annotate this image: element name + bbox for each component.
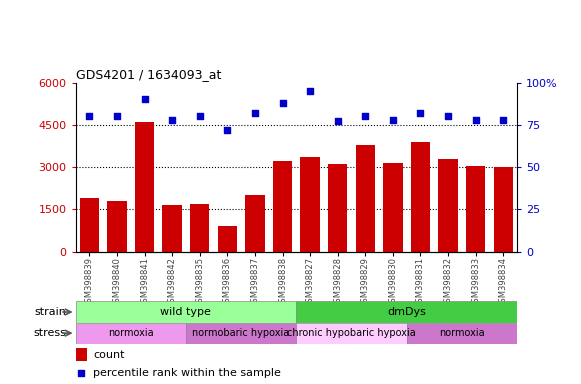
Bar — [273, 161, 292, 252]
Text: percentile rank within the sample: percentile rank within the sample — [93, 368, 281, 378]
Text: count: count — [93, 349, 125, 359]
Bar — [218, 226, 237, 252]
Point — [498, 117, 508, 123]
Point — [85, 113, 94, 119]
Bar — [300, 157, 320, 252]
Bar — [328, 164, 347, 252]
Bar — [190, 204, 209, 252]
Text: stress: stress — [34, 328, 67, 338]
Bar — [356, 144, 375, 252]
Point — [140, 96, 149, 103]
Text: dmDys: dmDys — [388, 307, 426, 317]
Point — [388, 117, 397, 123]
Point — [195, 113, 205, 119]
Bar — [439, 159, 458, 252]
Point — [223, 127, 232, 133]
Point — [443, 113, 453, 119]
Bar — [107, 201, 127, 252]
Text: strain: strain — [35, 307, 67, 317]
Bar — [466, 166, 485, 252]
Bar — [383, 163, 403, 252]
Point — [112, 113, 121, 119]
Bar — [135, 122, 154, 252]
Bar — [186, 323, 296, 344]
Bar — [407, 323, 517, 344]
Point — [167, 117, 177, 123]
Bar — [296, 323, 407, 344]
Text: normoxia: normoxia — [439, 328, 485, 338]
Bar — [411, 142, 430, 252]
Text: normoxia: normoxia — [108, 328, 153, 338]
Point — [278, 100, 287, 106]
Bar — [76, 323, 186, 344]
Text: chronic hypobaric hypoxia: chronic hypobaric hypoxia — [287, 328, 416, 338]
Point — [471, 117, 480, 123]
Bar — [296, 301, 517, 323]
Point — [76, 370, 86, 376]
Text: normobaric hypoxia: normobaric hypoxia — [192, 328, 290, 338]
Text: GDS4201 / 1634093_at: GDS4201 / 1634093_at — [76, 68, 221, 81]
Bar — [163, 205, 182, 252]
Bar — [76, 301, 296, 323]
Bar — [245, 195, 264, 252]
Text: wild type: wild type — [160, 307, 211, 317]
Point — [250, 110, 260, 116]
Bar — [80, 198, 99, 252]
Bar — [494, 167, 513, 252]
Bar — [76, 348, 87, 361]
Point — [416, 110, 425, 116]
Point — [361, 113, 370, 119]
Point — [333, 118, 342, 124]
Point — [306, 88, 315, 94]
